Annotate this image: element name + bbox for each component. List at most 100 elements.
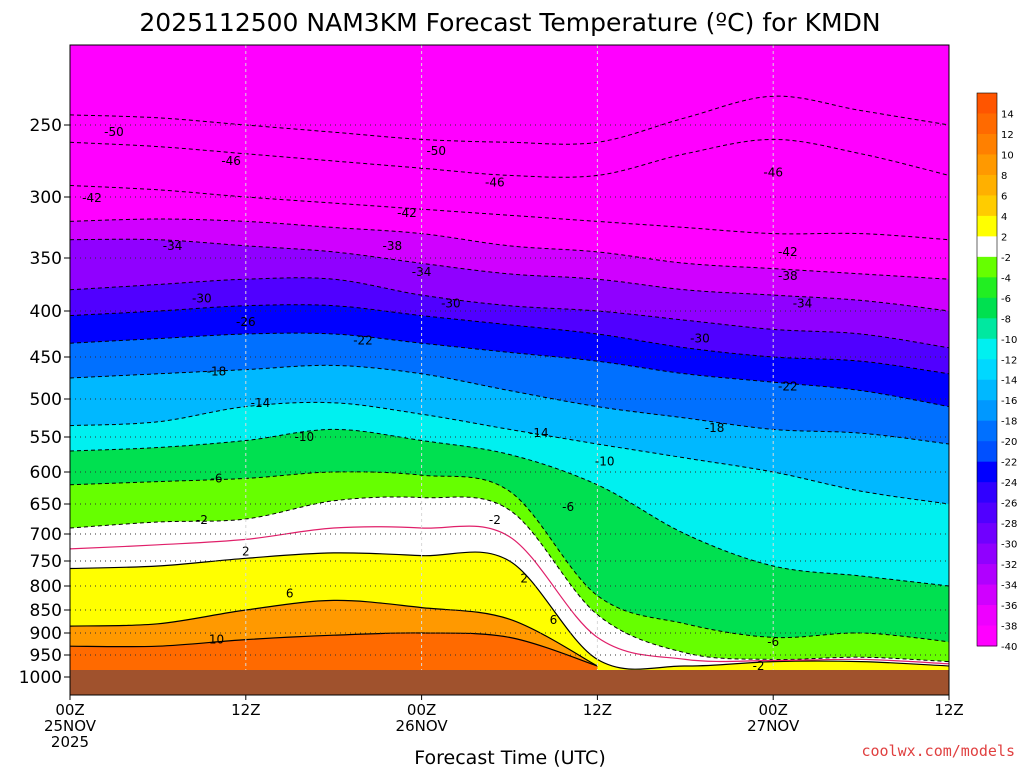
colorbar-label: 2	[1001, 232, 1007, 243]
x-tick-label: 12Z	[934, 701, 963, 719]
temperature-bands	[70, 96, 949, 695]
colorbar-swatch	[977, 154, 997, 176]
colorbar-label: -30	[1001, 540, 1017, 551]
colorbar-label: -14	[1001, 376, 1017, 387]
y-tick-label: 800	[30, 577, 62, 597]
y-tick-label: 950	[30, 646, 62, 666]
x-tick-label: 25NOV	[44, 717, 97, 735]
colorbar-swatch	[977, 461, 997, 483]
colorbar-label: -12	[1001, 355, 1017, 366]
ground-below-surface	[70, 670, 949, 695]
contour-label: -42	[397, 206, 417, 220]
contour-label: -6	[211, 471, 223, 485]
x-tick-label: 00Z	[759, 701, 788, 719]
colorbar-swatch	[977, 502, 997, 524]
colorbar-swatch	[977, 93, 997, 114]
y-tick-label: 250	[30, 116, 62, 136]
colorbar-label: -34	[1001, 581, 1017, 592]
colorbar-label: -10	[1001, 335, 1017, 346]
colorbar-swatch	[977, 256, 997, 278]
x-tick-label: 12Z	[583, 701, 612, 719]
isotherm-line	[70, 428, 949, 587]
y-tick-label: 650	[30, 495, 62, 515]
colorbar-swatch	[977, 297, 997, 319]
colorbar-swatch	[977, 277, 997, 299]
isotherm-line	[70, 277, 949, 349]
colorbar-label: 10	[1001, 150, 1014, 161]
y-tick-label: 300	[30, 188, 62, 208]
x-tick-label: 12Z	[231, 701, 260, 719]
contour-label: -42	[778, 245, 798, 259]
y-tick-label: 750	[30, 552, 62, 572]
colorbar-label: -20	[1001, 437, 1017, 448]
colorbar-swatch	[977, 420, 997, 442]
contour-label: -10	[595, 455, 615, 469]
contour-label: 10	[209, 633, 224, 647]
contour-label: -42	[82, 191, 102, 205]
colorbar-label: -26	[1001, 499, 1017, 510]
contour-label: 6	[286, 587, 294, 601]
contour-label: -46	[221, 154, 241, 168]
colorbar-label: 12	[1001, 130, 1014, 141]
colorbar-label: -24	[1001, 478, 1017, 489]
contour-label: -18	[705, 421, 725, 435]
isotherm-line	[70, 304, 949, 375]
isotherm-line	[70, 551, 949, 670]
plot-frame	[69, 44, 950, 696]
contour-label: -2	[753, 659, 765, 673]
contour-label: -38	[382, 239, 402, 253]
chart-title: 2025112500 NAM3KM Forecast Temperature (…	[139, 8, 880, 37]
x-tick-label: 27NOV	[747, 717, 800, 735]
y-tick-label: 700	[30, 525, 62, 545]
plot-area: -50 -46 -50 -46 -46 -42 -42 -38 -42 -34 -34 -38 -30 -…	[70, 45, 949, 695]
colorbar-label: -22	[1001, 458, 1017, 469]
colorbar-label: -36	[1001, 601, 1017, 612]
contour-label: -2	[489, 513, 501, 527]
colorbar-label: -4	[1001, 273, 1011, 284]
contour-label: -14	[251, 396, 271, 410]
contour-label: -46	[763, 166, 783, 180]
colorbar-swatch	[977, 236, 997, 258]
colorbar: 14 12 10 8 6 4 2 -2 -4 -6 -8 -10 -12 -14 -16 -18 -20 -22 -…	[976, 92, 1017, 653]
contour-label: -22	[778, 379, 798, 393]
isotherm-line	[70, 401, 949, 505]
isotherm-line	[70, 599, 598, 667]
contour-label: -2	[196, 513, 208, 527]
isotherm-contours	[70, 95, 949, 670]
isotherm-line	[70, 632, 598, 667]
colorbar-swatch	[977, 482, 997, 504]
colorbar-swatch	[977, 195, 997, 217]
isotherm-line	[70, 364, 949, 445]
y-tick-label: 900	[30, 624, 62, 644]
colorbar-swatch	[977, 400, 997, 422]
colorbar-label: -32	[1001, 560, 1017, 571]
contour-label: -14	[529, 426, 549, 440]
colorbar-swatch	[977, 359, 997, 381]
colorbar-label: 4	[1001, 212, 1007, 223]
credit-text: coolwx.com/models	[861, 742, 1015, 760]
contour-label: -30	[690, 332, 710, 346]
colorbar-label: -6	[1001, 294, 1011, 305]
colorbar-swatch	[977, 523, 997, 545]
colorbar-label: 8	[1001, 171, 1007, 182]
grid-lines	[70, 45, 949, 695]
colorbar-swatch	[977, 174, 997, 196]
isotherm-line	[70, 471, 949, 643]
y-tick-label: 850	[30, 601, 62, 621]
colorbar-label: 14	[1001, 110, 1014, 121]
contour-label: -50	[104, 125, 124, 139]
colorbar-swatch	[977, 584, 997, 606]
isotherm-line	[70, 95, 949, 145]
contour-label: -26	[236, 315, 256, 329]
contour-label: 2	[242, 544, 250, 558]
colorbar-swatch	[977, 564, 997, 586]
y-axis-ticks: 250 300 350 400 450 500 550 600 650 700 750 800 850 9…	[19, 116, 70, 688]
x-tick-label: 2025	[51, 733, 89, 751]
isotherm-line	[70, 218, 949, 280]
y-tick-label: 550	[30, 428, 62, 448]
isotherm-line	[70, 332, 949, 408]
colorbar-swatch	[977, 133, 997, 155]
colorbar-swatch	[977, 543, 997, 565]
isotherm-line	[70, 238, 949, 312]
